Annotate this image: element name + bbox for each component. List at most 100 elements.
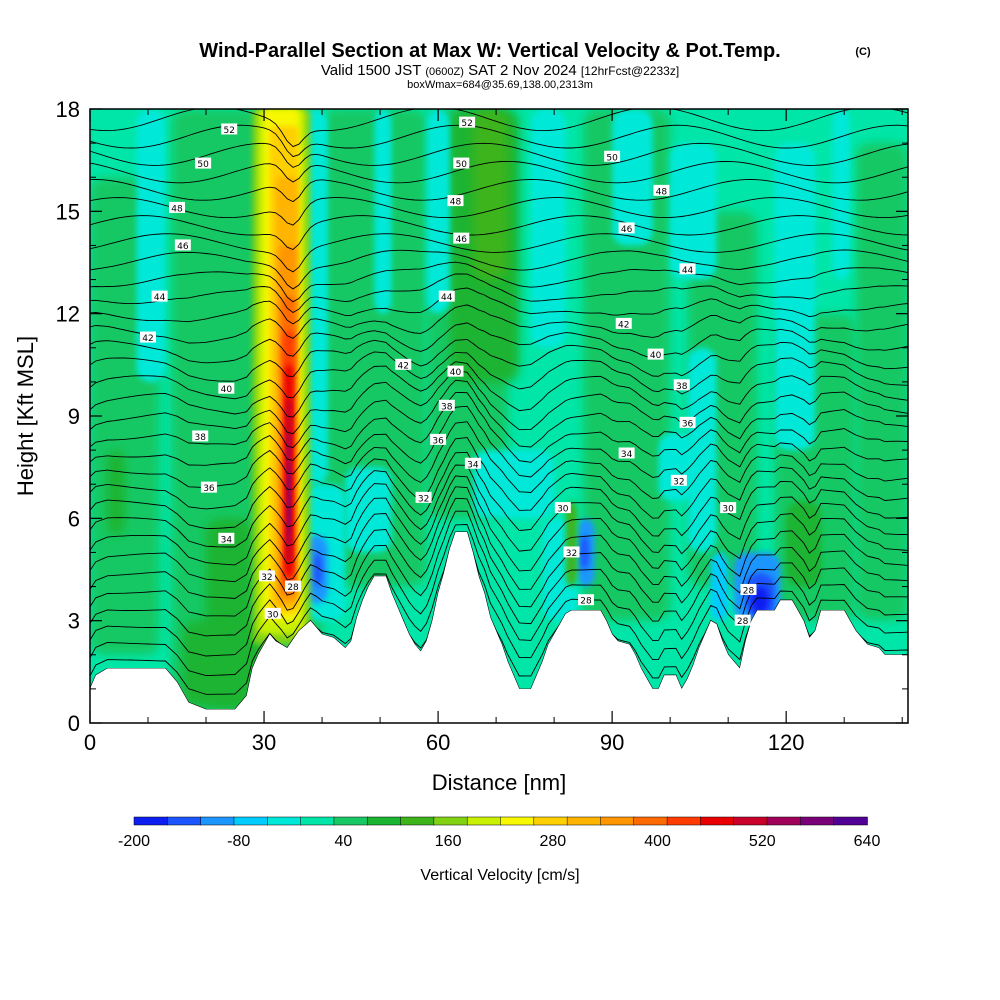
- colorbar-swatch: [300, 816, 335, 826]
- contour-label-bg: [464, 457, 481, 469]
- contour-label-text: 44: [682, 266, 694, 276]
- plot-area: 52 50 48 46 44 42 40 38 36 34 32 30 28 52 50 48 46 44 42 40…: [90, 109, 908, 723]
- contour-label: 30: [264, 607, 281, 620]
- contour-label-text: 46: [621, 225, 633, 235]
- theta-contour-line: [90, 464, 908, 566]
- contour-label-text: 34: [467, 460, 479, 470]
- contour-label: 52: [459, 116, 476, 129]
- contour-label-bg: [604, 150, 621, 162]
- contour-label-text: 48: [656, 187, 668, 197]
- theta-contour-labels: 52 50 48 46 44 42 40 38 36 34 32 30 28 52 50 48 46 44 42 40…: [140, 116, 757, 627]
- contour-label-bg: [430, 433, 447, 445]
- theta-contour-line: [90, 361, 908, 418]
- contour-label: 40: [218, 382, 235, 395]
- velocity-region: [832, 109, 850, 280]
- contour-label-text: 50: [197, 160, 209, 170]
- colorbar-tick-label: -80: [227, 833, 250, 850]
- contour-label: 36: [679, 416, 696, 429]
- velocity-field: [90, 109, 908, 723]
- contour-label: 40: [647, 348, 664, 361]
- contour-label: 46: [453, 232, 470, 245]
- x-tick-label: 120: [768, 730, 805, 755]
- y-tick-label: 15: [56, 199, 80, 224]
- contour-label-text: 40: [650, 351, 662, 361]
- y-axis-label: Height [Kft MSL]: [13, 336, 38, 496]
- y-tick-label: 9: [68, 404, 80, 429]
- contour-label-text: 38: [441, 402, 453, 412]
- contour-label-bg: [264, 607, 281, 619]
- colorbar-swatch: [500, 816, 535, 826]
- chart-title: Wind-Parallel Section at Max W: Vertical…: [199, 40, 780, 62]
- contour-label: 52: [221, 123, 238, 136]
- theta-contour-line: [90, 524, 908, 657]
- colorbar-tick-label: 280: [540, 833, 567, 850]
- colorbar-swatch: [167, 816, 202, 826]
- contour-label-text: 28: [580, 597, 592, 607]
- colorbar-swatch: [833, 816, 868, 826]
- box-info: boxWmax=684@35.69,138.00,2313m: [407, 79, 593, 91]
- contour-label: 38: [192, 430, 209, 443]
- contour-label: 32: [563, 546, 580, 559]
- colorbar-title: Vertical Velocity [cm/s]: [420, 867, 579, 884]
- contour-label-text: 42: [142, 334, 153, 344]
- contour-label-bg: [438, 290, 455, 302]
- valid-date: SAT 2 Nov 2024: [468, 62, 577, 79]
- velocity-region: [786, 501, 821, 587]
- colorbar-swatch: [200, 816, 235, 826]
- contour-label-bg: [151, 290, 168, 302]
- y-tick-label: 3: [68, 609, 80, 634]
- theta-contour-line: [90, 379, 908, 449]
- contour-label: 38: [673, 379, 690, 392]
- theta-contour-line: [90, 437, 908, 529]
- theta-contour-line: [90, 510, 908, 637]
- x-axis-label: Distance [nm]: [432, 770, 567, 795]
- velocity-region: [426, 109, 450, 314]
- colorbar-swatch: [600, 816, 635, 826]
- contour-label-text: 36: [203, 484, 215, 494]
- contour-label-bg: [578, 594, 595, 606]
- contour-label-text: 30: [267, 610, 279, 620]
- contour-label-bg: [647, 348, 664, 360]
- theta-contour-line: [90, 160, 908, 184]
- colorbar-swatch: [267, 816, 302, 826]
- contour-label-bg: [195, 157, 212, 169]
- velocity-region: [774, 143, 816, 451]
- colorbar-tick-label: 40: [335, 833, 353, 850]
- contour-label-bg: [174, 239, 191, 251]
- contour-label-bg: [720, 502, 737, 514]
- theta-contour-line: [90, 338, 908, 382]
- theta-contour-line: [90, 405, 908, 488]
- theta-contour-line: [90, 531, 908, 676]
- contour-label: 48: [447, 195, 464, 208]
- theta-contour-line: [90, 322, 908, 364]
- y-tick-label: 6: [68, 506, 80, 531]
- contour-label-text: 48: [450, 198, 462, 208]
- contour-label-bg: [554, 502, 571, 514]
- velocity-region: [530, 109, 566, 348]
- contour-label-bg: [221, 123, 238, 135]
- contour-label-bg: [653, 184, 670, 196]
- colorbar-swatch: [366, 816, 402, 826]
- colorbar: -200 -80 40 160 280 400 520 640: [118, 816, 880, 850]
- colorbar-swatch: [766, 816, 802, 826]
- contour-label-bg: [258, 570, 275, 582]
- colorbar-swatch: [533, 816, 568, 826]
- contour-label-text: 32: [418, 494, 429, 504]
- contour-label: 44: [151, 290, 168, 303]
- contour-label: 44: [679, 263, 696, 276]
- velocity-region: [374, 109, 392, 314]
- velocity-region: [670, 143, 717, 280]
- colorbar-swatch: [133, 816, 169, 826]
- colorbar-swatch: [800, 816, 835, 826]
- contour-label-bg: [670, 474, 687, 486]
- contour-label-bg: [615, 317, 632, 329]
- contour-label-bg: [453, 157, 470, 169]
- contour-label: 28: [740, 583, 757, 596]
- contour-label: 50: [604, 150, 621, 163]
- theta-contour-line: [90, 421, 908, 510]
- x-tick-label: 30: [252, 730, 276, 755]
- colorbar-swatch: [633, 816, 668, 826]
- contour-label: 48: [653, 184, 670, 197]
- contour-label-text: 38: [676, 382, 688, 392]
